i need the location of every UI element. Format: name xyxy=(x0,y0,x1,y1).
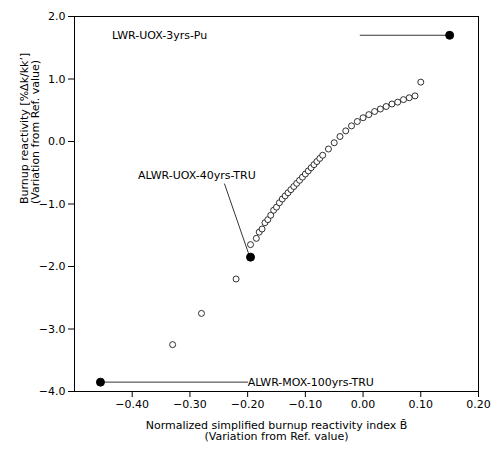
svg-text:−4.0: −4.0 xyxy=(39,385,66,398)
svg-text:−0.30: −0.30 xyxy=(173,398,207,411)
svg-text:0.00: 0.00 xyxy=(351,398,376,411)
svg-text:LWR-UOX-3yrs-Pu: LWR-UOX-3yrs-Pu xyxy=(112,29,207,42)
svg-text:0.0: 0.0 xyxy=(48,135,66,148)
svg-text:−0.20: −0.20 xyxy=(231,398,265,411)
svg-text:−3.0: −3.0 xyxy=(39,323,66,336)
svg-text:1.0: 1.0 xyxy=(48,73,66,86)
svg-text:Burnup reactivity [%Δk/kk’](Va: Burnup reactivity [%Δk/kk’](Variation fr… xyxy=(18,53,42,204)
svg-text:2.0: 2.0 xyxy=(48,10,66,23)
svg-text:Normalized simplified burnup r: Normalized simplified burnup reactivity … xyxy=(146,419,408,443)
svg-text:−1.0: −1.0 xyxy=(39,198,66,211)
svg-text:ALWR-MOX-100yrs-TRU: ALWR-MOX-100yrs-TRU xyxy=(248,376,374,389)
svg-text:0.20: 0.20 xyxy=(466,398,491,411)
svg-text:0.10: 0.10 xyxy=(409,398,434,411)
svg-text:−0.40: −0.40 xyxy=(115,398,149,411)
svg-text:−0.10: −0.10 xyxy=(288,398,322,411)
svg-text:−2.0: −2.0 xyxy=(39,260,66,273)
svg-text:ALWR-UOX-40yrs-TRU: ALWR-UOX-40yrs-TRU xyxy=(138,169,256,182)
